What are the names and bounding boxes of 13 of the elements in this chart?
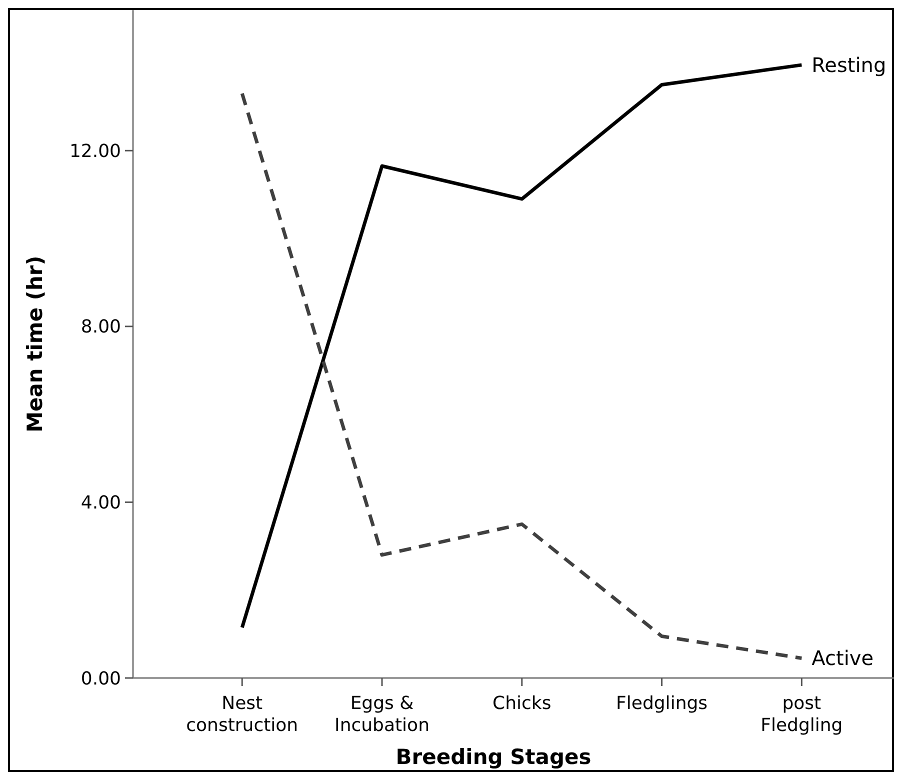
y-tick-label: 0.00: [80, 668, 121, 690]
y-tick-label: 4.00: [80, 492, 121, 514]
x-tick-label: Eggs & Incubation: [334, 693, 430, 736]
y-tick-label: 8.00: [80, 316, 121, 338]
series-label: Resting: [812, 52, 886, 77]
y-axis-title: Mean time (hr): [23, 256, 47, 432]
x-tick-label: Chicks: [492, 693, 552, 714]
x-tick-label: Fledglings: [616, 693, 708, 714]
y-tick-label: 12.00: [69, 140, 121, 162]
x-tick-label: post Fledgling: [760, 693, 843, 736]
x-tick-label: Nest construction: [186, 693, 298, 736]
series-label: Active: [812, 646, 874, 670]
x-axis-title: Breeding Stages: [396, 745, 592, 769]
